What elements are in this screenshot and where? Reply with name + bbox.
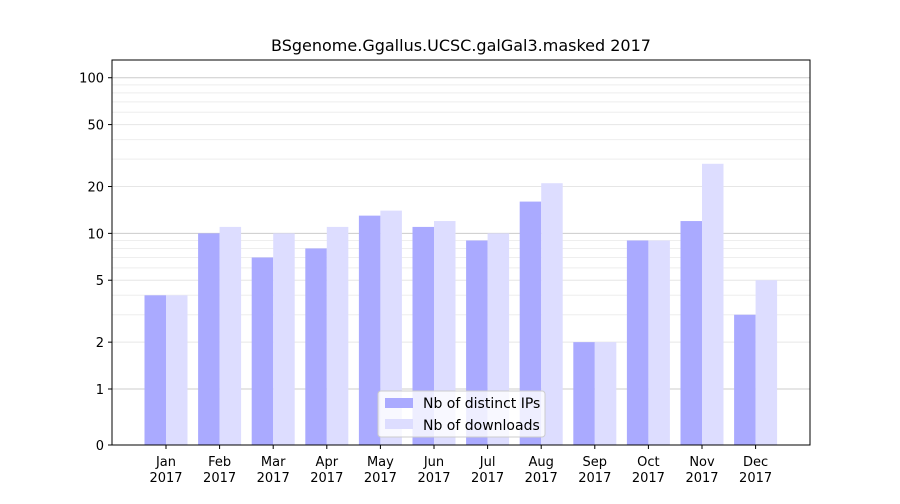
x-tick-label-month: May [367, 455, 394, 470]
x-tick-label-year: 2017 [149, 471, 182, 486]
bar-downloads [434, 221, 456, 445]
x-tick-label-month: Mar [261, 455, 286, 470]
x-tick-label-year: 2017 [203, 471, 236, 486]
x-tick-label-month: Dec [743, 455, 768, 470]
y-tick-label: 20 [87, 181, 104, 196]
x-tick-label-month: Jul [479, 455, 496, 470]
x-tick-label-year: 2017 [685, 471, 718, 486]
bar-downloads [166, 295, 188, 445]
bar-downloads [380, 210, 402, 445]
legend-swatch-distinct-ips [385, 398, 413, 408]
y-axis: 0 1 2 5 10 20 50 100 [79, 72, 112, 454]
y-tick-label: 100 [79, 72, 104, 87]
x-tick-label-month: Oct [637, 455, 659, 470]
x-tick-label-year: 2017 [525, 471, 558, 486]
bar-distinct-ips [412, 226, 434, 445]
bar-downloads [326, 226, 349, 445]
bar-downloads [755, 280, 778, 445]
bar-downloads [541, 183, 563, 445]
x-tick-label-month: Aug [529, 455, 554, 470]
bar-downloads [273, 233, 295, 445]
bar-distinct-ips [734, 314, 756, 445]
y-tick-label: 1 [96, 383, 104, 398]
x-tick-label-month: Jun [423, 455, 444, 470]
bar-distinct-ips [198, 233, 220, 445]
bar-distinct-ips [251, 257, 274, 445]
y-tick-label: 10 [87, 227, 104, 242]
x-tick-label-year: 2017 [257, 471, 290, 486]
x-tick-label-month: Nov [689, 455, 715, 470]
legend-label-downloads: Nb of downloads [423, 418, 540, 434]
legend-label-distinct-ips: Nb of distinct IPs [423, 396, 540, 412]
legend: Nb of distinct IPs Nb of downloads [377, 390, 546, 438]
bar-downloads [702, 163, 724, 446]
x-tick-label-year: 2017 [471, 471, 504, 486]
bar-distinct-ips [680, 221, 702, 445]
legend-swatch-downloads [385, 419, 413, 429]
bar-distinct-ips [358, 215, 381, 445]
bar-distinct-ips [144, 295, 166, 445]
x-tick-label-month: Sep [583, 455, 608, 470]
x-tick-label-year: 2017 [578, 471, 611, 486]
x-tick-label-month: Jan [155, 455, 176, 470]
x-tick-label-year: 2017 [739, 471, 772, 486]
x-tick-label-year: 2017 [364, 471, 397, 486]
x-tick-label-year: 2017 [417, 471, 450, 486]
plot-frame [111, 59, 811, 446]
bar-distinct-ips [519, 201, 542, 445]
x-tick-label-month: Apr [316, 455, 339, 470]
x-tick-label-year: 2017 [310, 471, 343, 486]
chart-title: BSgenome.Ggallus.UCSC.galGal3.masked 201… [271, 36, 651, 55]
legend-frame [377, 390, 546, 438]
bar-distinct-ips [626, 240, 649, 445]
bar-distinct-ips [305, 248, 327, 445]
y-tick-label: 2 [96, 336, 104, 351]
x-tick-label-month: Feb [208, 455, 231, 470]
bar-distinct-ips [573, 342, 595, 445]
x-axis: Jan2017Feb2017Mar2017Apr2017May2017Jun20… [149, 445, 772, 486]
y-tick-label: 0 [96, 439, 104, 454]
bar-downloads [219, 226, 242, 445]
y-tick-label: 5 [96, 274, 104, 289]
bar-downloads [648, 240, 670, 445]
y-tick-label: 50 [87, 119, 104, 134]
bar-downloads [594, 342, 617, 445]
x-tick-label-year: 2017 [632, 471, 665, 486]
